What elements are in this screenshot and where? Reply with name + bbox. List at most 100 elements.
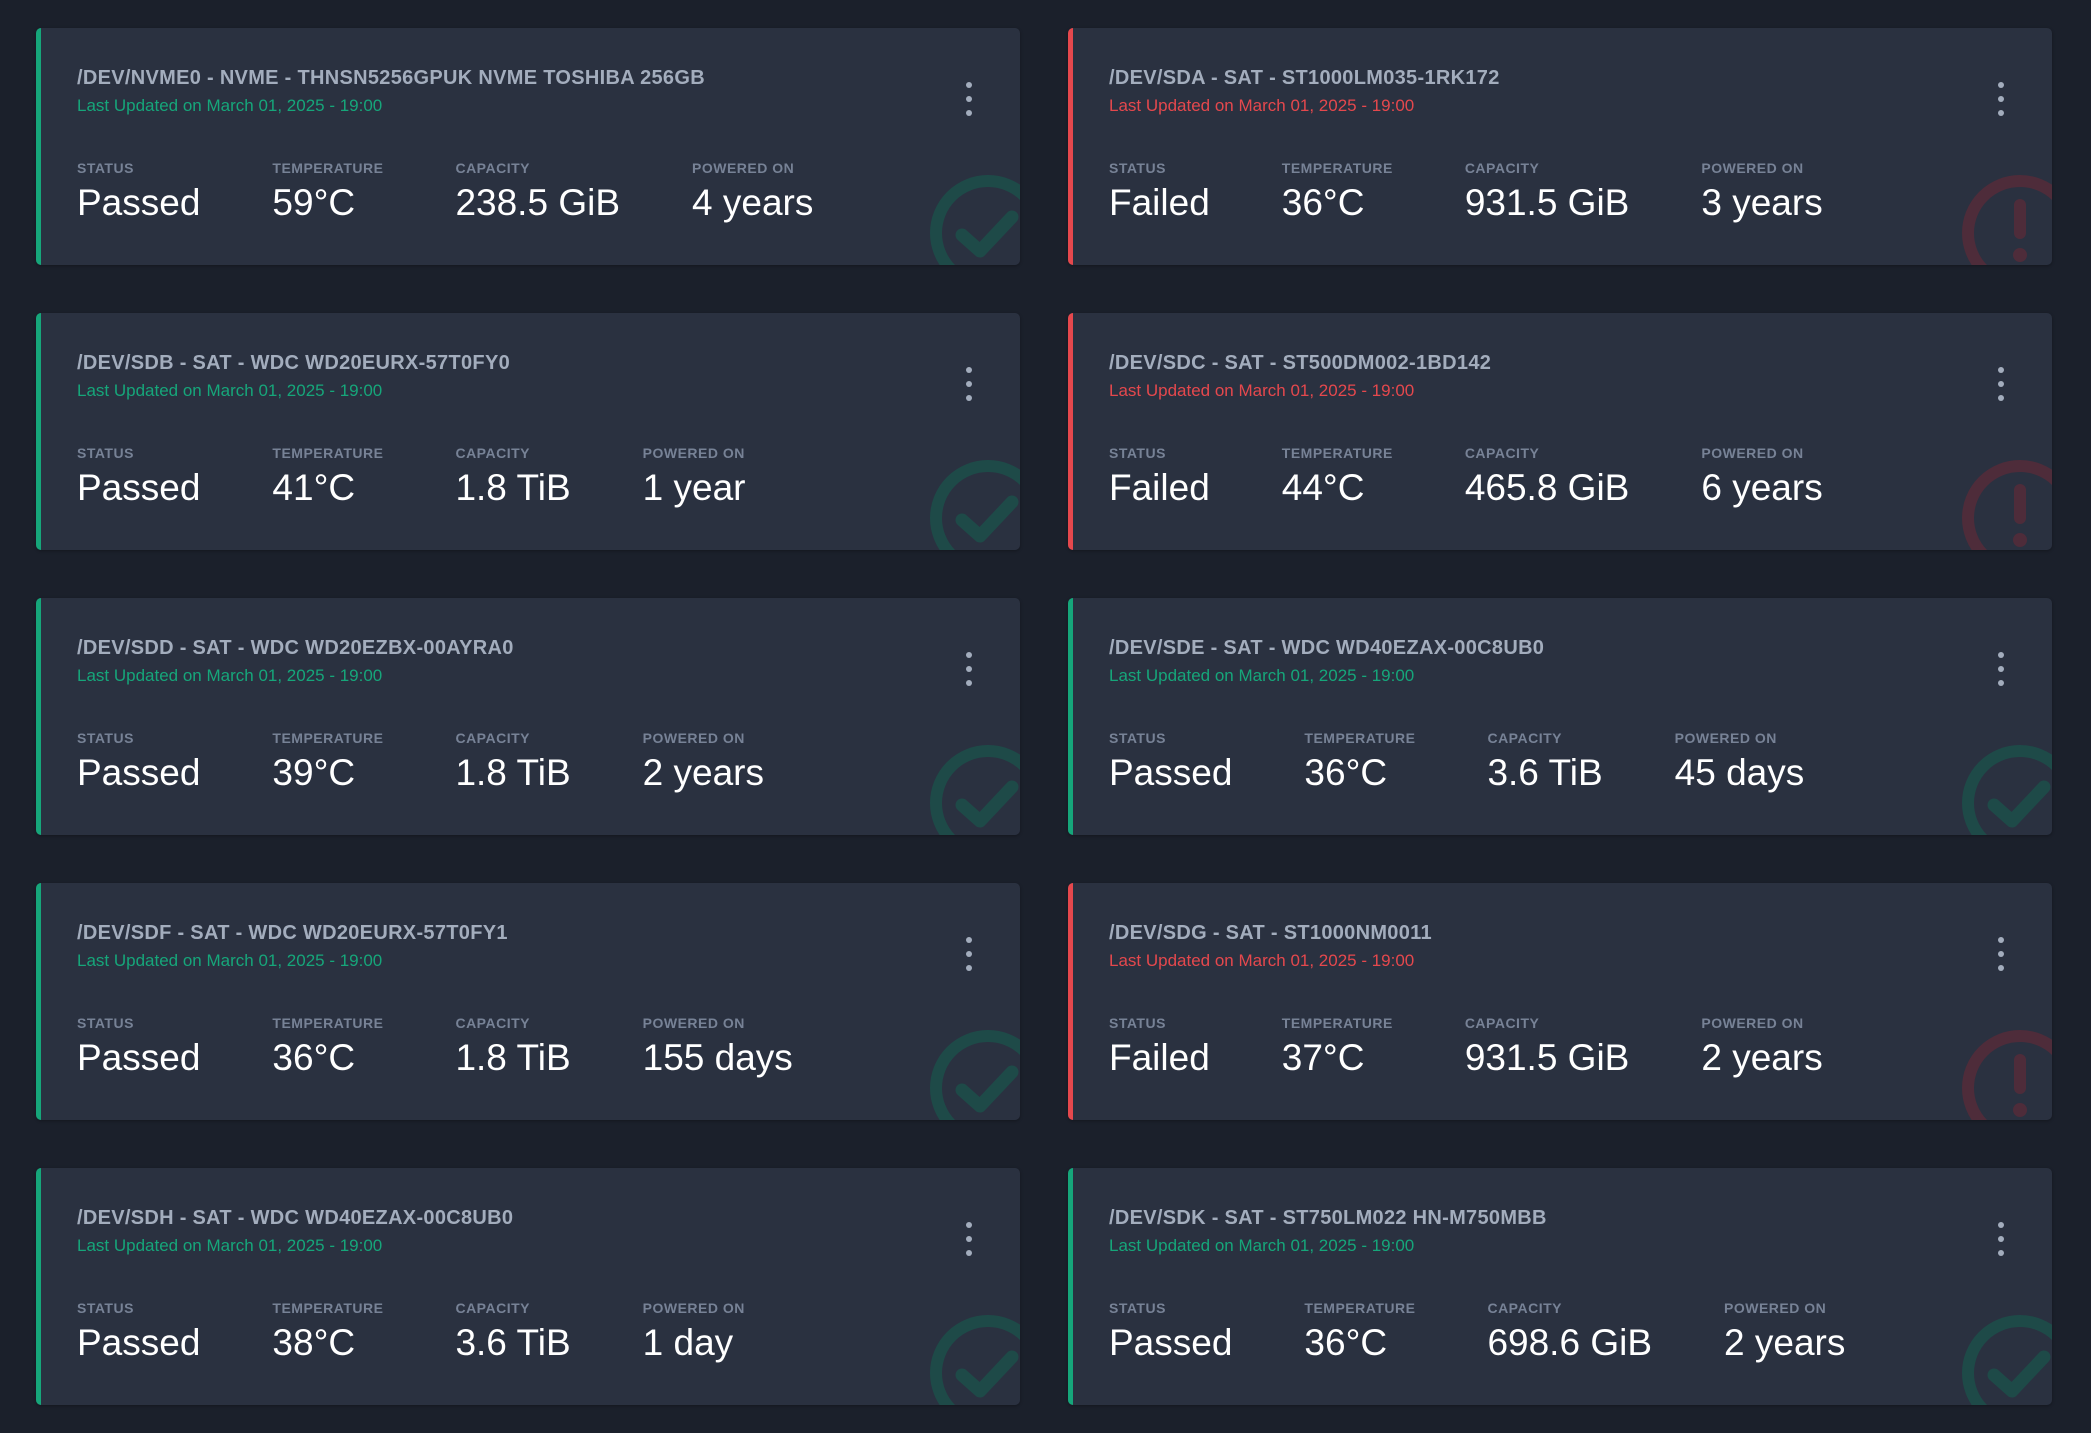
stat-capacity: CAPACITY 238.5 GiB (455, 160, 620, 224)
last-updated: Last Updated on March 01, 2025 - 19:00 (1109, 951, 1415, 970)
more-options-icon[interactable] (962, 82, 976, 116)
more-options-icon[interactable] (1994, 937, 2008, 971)
last-updated: Last Updated on March 01, 2025 - 19:00 (1109, 1236, 1415, 1255)
stat-label: POWERED ON (1724, 1300, 1827, 1316)
stat-label: CAPACITY (455, 1300, 530, 1316)
device-card[interactable]: /DEV/SDF - SAT - WDC WD20EURX-57T0FY1 La… (36, 883, 1020, 1120)
status-value: Passed (77, 752, 201, 793)
stat-status: STATUS Failed (1109, 445, 1210, 509)
stat-label: CAPACITY (455, 445, 530, 461)
temperature-value: 39°C (272, 752, 356, 793)
status-value: Passed (1109, 752, 1233, 793)
stat-label: CAPACITY (1487, 1300, 1562, 1316)
device-title[interactable]: /DEV/NVME0 - NVME - THNSN5256GPUK NVME T… (77, 67, 705, 89)
stat-status: STATUS Passed (77, 445, 200, 509)
stat-label: STATUS (1109, 445, 1166, 461)
powered-on-value: 6 years (1701, 467, 1823, 508)
device-title[interactable]: /DEV/SDE - SAT - WDC WD40EZAX-00C8UB0 (1109, 637, 1545, 659)
last-updated: Last Updated on March 01, 2025 - 19:00 (77, 1236, 383, 1255)
powered-on-value: 1 year (642, 467, 746, 508)
stat-label: STATUS (77, 1300, 134, 1316)
more-options-icon[interactable] (962, 937, 976, 971)
alert-circle-icon (1962, 460, 2052, 550)
status-value: Failed (1109, 182, 1210, 223)
check-circle-icon (930, 460, 1020, 550)
temperature-value: 36°C (1281, 182, 1365, 223)
last-updated: Last Updated on March 01, 2025 - 19:00 (77, 96, 383, 115)
capacity-value: 238.5 GiB (455, 182, 621, 223)
device-title[interactable]: /DEV/SDC - SAT - ST500DM002-1BD142 (1109, 352, 1492, 374)
more-options-icon[interactable] (962, 1222, 976, 1256)
device-title[interactable]: /DEV/SDK - SAT - ST750LM022 HN-M750MBB (1109, 1207, 1547, 1229)
device-card[interactable]: /DEV/SDK - SAT - ST750LM022 HN-M750MBB L… (1068, 1168, 2052, 1405)
stat-powered-on: POWERED ON 2 years (643, 730, 764, 794)
device-stats: STATUS Passed TEMPERATURE 38°C CAPACITY … (77, 1300, 1020, 1364)
stat-label: TEMPERATURE (1281, 445, 1393, 461)
status-value: Passed (77, 1037, 201, 1078)
stat-label: CAPACITY (1464, 1015, 1540, 1031)
more-options-icon[interactable] (1994, 82, 2008, 116)
stat-label: TEMPERATURE (272, 160, 384, 176)
stat-label: TEMPERATURE (272, 730, 384, 746)
last-updated: Last Updated on March 01, 2025 - 19:00 (1109, 96, 1415, 115)
status-value: Passed (77, 1322, 201, 1363)
device-card[interactable]: /DEV/SDD - SAT - WDC WD20EZBX-00AYRA0 La… (36, 598, 1020, 835)
stat-label: POWERED ON (692, 160, 795, 176)
powered-on-value: 155 days (642, 1037, 793, 1078)
stat-label: CAPACITY (455, 730, 530, 746)
status-value: Passed (77, 467, 201, 508)
device-card[interactable]: /DEV/SDB - SAT - WDC WD20EURX-57T0FY0 La… (36, 313, 1020, 550)
temperature-value: 38°C (272, 1322, 356, 1363)
stat-label: TEMPERATURE (272, 445, 384, 461)
device-title[interactable]: /DEV/SDA - SAT - ST1000LM035-1RK172 (1109, 67, 1500, 89)
more-options-icon[interactable] (962, 652, 976, 686)
capacity-value: 1.8 TiB (455, 1037, 571, 1078)
stat-status: STATUS Passed (1109, 730, 1232, 794)
temperature-value: 59°C (272, 182, 356, 223)
capacity-value: 1.8 TiB (455, 467, 571, 508)
check-circle-icon (1962, 745, 2052, 835)
device-title[interactable]: /DEV/SDD - SAT - WDC WD20EZBX-00AYRA0 (77, 637, 514, 659)
more-options-icon[interactable] (962, 367, 976, 401)
temperature-value: 36°C (1304, 1322, 1388, 1363)
device-title[interactable]: /DEV/SDH - SAT - WDC WD40EZAX-00C8UB0 (77, 1207, 514, 1229)
temperature-value: 36°C (272, 1037, 356, 1078)
device-card[interactable]: /DEV/SDC - SAT - ST500DM002-1BD142 Last … (1068, 313, 2052, 550)
device-title[interactable]: /DEV/SDB - SAT - WDC WD20EURX-57T0FY0 (77, 352, 511, 374)
device-card[interactable]: /DEV/SDA - SAT - ST1000LM035-1RK172 Last… (1068, 28, 2052, 265)
stat-temperature: TEMPERATURE 36°C (1304, 730, 1415, 794)
stat-powered-on: POWERED ON 2 years (1724, 1300, 1845, 1364)
last-updated: Last Updated on March 01, 2025 - 19:00 (77, 951, 383, 970)
capacity-value: 698.6 GiB (1487, 1322, 1653, 1363)
more-options-icon[interactable] (1994, 652, 2008, 686)
stat-status: STATUS Passed (77, 1015, 200, 1079)
device-card[interactable]: /DEV/SDG - SAT - ST1000NM0011 Last Updat… (1068, 883, 2052, 1120)
check-circle-icon (930, 1315, 1020, 1405)
device-card[interactable]: /DEV/NVME0 - NVME - THNSN5256GPUK NVME T… (36, 28, 1020, 265)
device-stats: STATUS Passed TEMPERATURE 39°C CAPACITY … (77, 730, 1020, 794)
capacity-value: 3.6 TiB (1487, 752, 1603, 793)
device-title[interactable]: /DEV/SDG - SAT - ST1000NM0011 (1109, 922, 1432, 944)
check-circle-icon (930, 175, 1020, 265)
stat-capacity: CAPACITY 1.8 TiB (455, 445, 570, 509)
more-options-icon[interactable] (1994, 1222, 2008, 1256)
capacity-value: 465.8 GiB (1464, 467, 1630, 508)
powered-on-value: 4 years (692, 182, 814, 223)
device-card[interactable]: /DEV/SDH - SAT - WDC WD40EZAX-00C8UB0 La… (36, 1168, 1020, 1405)
stat-powered-on: POWERED ON 2 years (1701, 1015, 1822, 1079)
device-stats: STATUS Failed TEMPERATURE 37°C CAPACITY … (1109, 1015, 2052, 1079)
stat-capacity: CAPACITY 931.5 GiB (1465, 1015, 1630, 1079)
more-options-icon[interactable] (1994, 367, 2008, 401)
stat-powered-on: POWERED ON 6 years (1701, 445, 1822, 509)
status-value: Failed (1109, 467, 1210, 508)
check-circle-icon (930, 1030, 1020, 1120)
stat-status: STATUS Passed (77, 1300, 200, 1364)
stat-capacity: CAPACITY 931.5 GiB (1465, 160, 1630, 224)
device-stats: STATUS Failed TEMPERATURE 44°C CAPACITY … (1109, 445, 2052, 509)
stat-temperature: TEMPERATURE 41°C (272, 445, 383, 509)
device-card[interactable]: /DEV/SDE - SAT - WDC WD40EZAX-00C8UB0 La… (1068, 598, 2052, 835)
stat-label: TEMPERATURE (1281, 1015, 1393, 1031)
device-title[interactable]: /DEV/SDF - SAT - WDC WD20EURX-57T0FY1 (77, 922, 508, 944)
stat-status: STATUS Failed (1109, 160, 1210, 224)
stat-label: STATUS (1109, 1300, 1166, 1316)
